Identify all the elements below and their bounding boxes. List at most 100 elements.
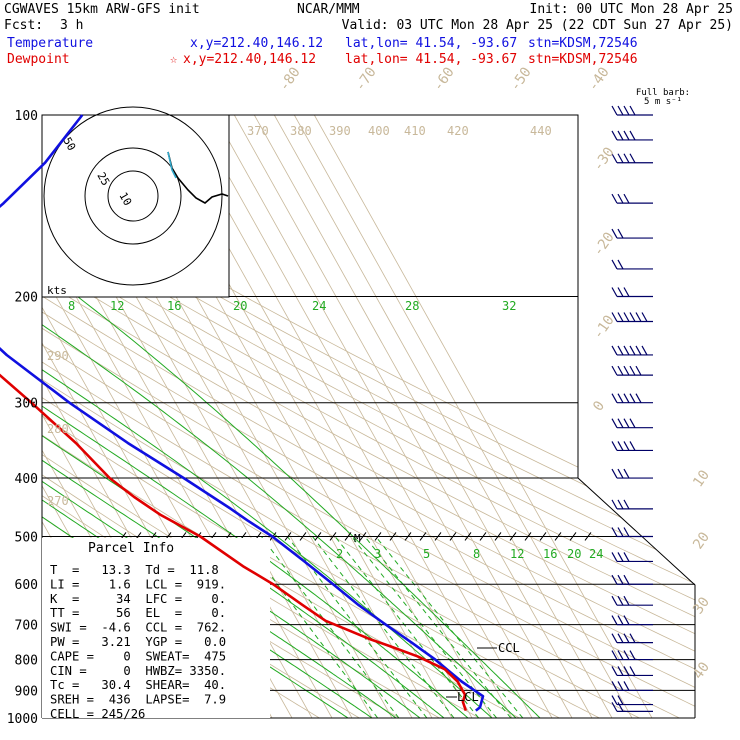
wind-barb-flag [623,441,630,451]
hatch-mark [539,532,547,541]
isotherm-line [193,115,533,718]
wind-barbs [611,105,653,712]
forecast-label: Fcst: [4,18,43,33]
wind-barb-flag [617,702,624,712]
isotherm-label: -40 [585,64,613,94]
theta-label: 400 [368,124,390,138]
wind-barb-flag [623,418,630,428]
wind-barb-flag [623,552,630,562]
model-title: CGWAVES 15km ARW-GFS init [4,2,200,17]
wind-barb-flag [617,552,624,562]
wind-barb-flag [623,650,630,660]
wind-barb-flag [623,633,630,643]
wind-barb-flag [629,633,636,643]
hatch-mark [419,532,427,541]
theta-label: 440 [530,124,552,138]
wind-barb [611,595,653,606]
wind-barb-flag [617,695,624,705]
wind-barb-flag [641,312,648,322]
wind-barb [611,193,653,204]
init-time: Init: 00 UTC Mon 28 Apr 25 [530,2,734,17]
mixing-ratio-label: 2 [336,547,343,561]
wind-barb-flag [623,105,630,116]
moist-label: 8 [68,299,75,313]
wind-barb-flag [617,681,624,691]
dry-adiabat-line [42,115,695,718]
wind-barb [611,259,653,270]
hodograph-trace [167,151,229,204]
wind-barb-flag [623,468,630,479]
parcel-info-row: LI = 1.6 LCL = 919. [50,577,226,591]
hatch-mark [299,532,307,541]
theta-label: 380 [290,124,312,138]
wind-barb-flag [623,193,630,204]
dry-adiabat-line [42,115,695,718]
diagram-frame [42,114,696,718]
theta-label: 290 [47,349,69,363]
isotherm-label: -50 [507,64,535,94]
wind-barb [611,441,653,452]
theta-label: 370 [247,124,269,138]
hatch-mark [344,532,352,541]
hodograph-ring [84,147,182,245]
wind-barb-flag [611,633,618,643]
hodograph-box [41,114,230,298]
isotherm-line [293,115,633,718]
hatch-mark [374,532,382,541]
moist-label: 20 [233,299,247,313]
wind-barb-flag [629,666,636,676]
parcel-info-row: SREH = 436 LAPSE= 7.9 [50,693,226,707]
wind-barb [611,105,653,116]
hatch-mark [449,532,457,541]
wind-barb-flag [617,574,624,585]
pressure-label: 500 [15,530,38,545]
wind-barb-flag [623,666,630,676]
mixing-ratio-label: 24 [589,547,603,561]
mixing-ratio-label: 16 [543,547,557,561]
dewpoint-trace [0,373,468,712]
wind-barb-flag [617,595,624,606]
wind-barb [611,418,653,429]
wind-barb-flag [617,259,624,270]
wind-barb [611,365,653,376]
wind-barb [611,499,653,510]
hodograph-ring-label: 10 [116,190,134,208]
wind-barb-flag [623,393,630,403]
wind-barb-flag [617,441,624,451]
parcel-info-row: CIN = 0 HWBZ= 3350. [50,664,226,678]
isotherm-label: -10 [590,312,618,342]
wind-barb-flag [635,345,642,356]
dry-adiabat-line [42,115,695,718]
wind-barb [611,312,653,323]
pressure-label: 800 [15,654,38,669]
dewpoint-legend: Dewpoint [7,52,70,67]
wind-barb-flag [617,650,624,660]
wind-barb-flag [611,527,618,537]
dewpoint-location: x,y=212.40,146.12 [183,52,316,67]
wind-barb-flag [611,418,618,428]
moist-label: 32 [502,299,516,313]
wind-barb-flag [611,105,618,116]
mixing-ratio-line [364,536,512,718]
wind-barb-flag [617,345,624,356]
wind-barb-flag [617,228,624,239]
wind-barb [611,153,653,164]
wind-barb-flag [611,702,618,712]
hatch-mark [404,532,412,541]
parcel-panel-title: Parcel Info [88,541,174,556]
pressure-label: 300 [15,397,38,412]
pressure-label: 700 [15,619,38,634]
hodograph-trace-top [167,151,177,179]
wind-barb-flag [635,393,642,403]
dry-adiabat-line [42,115,695,718]
parcel-info-panel: Parcel Info T = 13.3 Td = 11.8LI = 1.6 LC… [42,538,270,721]
mixing-ratio-line [375,536,524,718]
temperature-station: stn=KDSM,72546 [528,36,638,51]
wind-barb [611,702,653,712]
mixing-ratio-line [287,536,428,718]
wind-barb-flag [617,153,624,164]
hatch-mark [494,532,502,541]
temperature-location: x,y=212.40,146.12 [190,36,323,51]
wind-barb-flag [641,345,648,356]
barb-legend-line1: Full barb: [636,88,690,98]
